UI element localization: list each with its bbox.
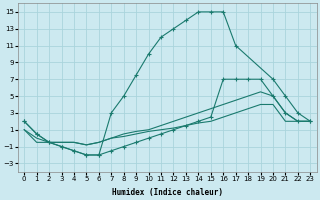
X-axis label: Humidex (Indice chaleur): Humidex (Indice chaleur)	[112, 188, 223, 197]
